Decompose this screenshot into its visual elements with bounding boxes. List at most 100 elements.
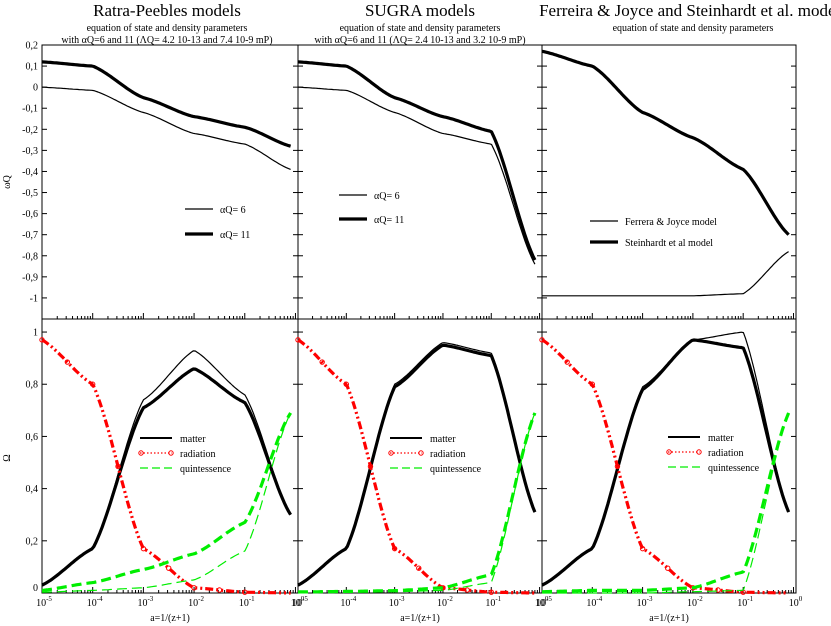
- x-tick-exponent: -4: [97, 595, 103, 603]
- matter-line-2: [297, 343, 537, 587]
- top-y-tick-label: 0: [33, 83, 38, 94]
- radiation-marker: [166, 565, 172, 571]
- eos-legend-label: Steinhardt et al model: [625, 238, 713, 249]
- radiation-marker: [64, 359, 71, 365]
- eos-line-2: [41, 60, 292, 148]
- top-y-tick-label: -0,3: [22, 146, 38, 157]
- radiation-marker: [140, 545, 147, 552]
- x-tick-base: 10: [789, 598, 799, 609]
- radiation-marker: [367, 463, 374, 470]
- x-tick-exponent: -2: [198, 595, 204, 603]
- x-tick-label: 10-3: [389, 595, 405, 609]
- top-y-tick-label: -0,5: [22, 188, 38, 199]
- x-tick-exponent: -4: [596, 595, 602, 603]
- radiation-legend-marker: [666, 449, 672, 455]
- radiation-marker: [564, 359, 570, 365]
- top-y-tick-label: -1: [30, 293, 38, 304]
- eos-legend-label: αQ= 11: [220, 230, 250, 241]
- eos-line-1: [542, 251, 789, 297]
- x-tick-base: 10: [87, 598, 97, 609]
- quintessence-line-4: [42, 412, 292, 593]
- x-tick-base: 10: [291, 598, 301, 609]
- x-tick-base: 10: [292, 598, 302, 609]
- radiation-marker: [242, 589, 248, 595]
- x-tick-label: 10-4: [340, 595, 356, 609]
- radiation-legend-marker: [168, 450, 174, 456]
- panel-subtitle-line1: equation of state and density parameters: [340, 23, 501, 34]
- x-tick-label: 10-4: [87, 595, 103, 609]
- radiation-legend-marker: [388, 450, 394, 456]
- radiation-line-3: [41, 338, 291, 595]
- x-tick-base: 10: [437, 598, 447, 609]
- quintessence-legend-label: quintessence: [708, 463, 760, 474]
- radiation-marker: [416, 565, 422, 571]
- panel-title: Ratra-Peebles models: [93, 1, 241, 20]
- radiation-line-3: [297, 338, 535, 595]
- x-axis-label: a=1/(z+1): [400, 613, 440, 624]
- x-tick-exponent: -2: [697, 595, 703, 603]
- panel-subtitle-line2: with αQ=6 and 11 (ΛQ= 2.4 10-13 and 3.2 …: [314, 35, 525, 46]
- top-y-tick-label: -0,9: [22, 272, 38, 283]
- x-tick-exponent: -5: [546, 595, 552, 603]
- panel-subtitle-line2: with αQ=6 and 11 (ΛQ= 4.2 10-13 and 7.4 …: [61, 35, 272, 46]
- radiation-marker: [343, 381, 350, 387]
- radiation-marker: [319, 359, 325, 365]
- eos-line-2: [541, 49, 790, 236]
- x-tick-label: 10-5: [536, 595, 552, 609]
- radiation-marker: [295, 337, 301, 343]
- panel-title: SUGRA models: [365, 1, 475, 20]
- x-tick-base: 10: [389, 598, 399, 609]
- x-tick-label: 10-1: [485, 595, 501, 609]
- top-y-tick-label: 0,2: [26, 41, 39, 52]
- x-tick-exponent: 0: [301, 595, 305, 603]
- x-tick-exponent: 0: [799, 595, 803, 603]
- matter-legend-label: matter: [180, 434, 206, 445]
- radiation-marker: [216, 587, 223, 593]
- x-tick-base: 10: [137, 598, 147, 609]
- radiation-legend-marker: [418, 450, 424, 456]
- radiation-marker: [391, 545, 398, 552]
- x-tick-label: 10-1: [239, 595, 255, 609]
- eos-line-1: [42, 86, 291, 170]
- radiation-line-3: [541, 338, 789, 595]
- matter-line-2: [41, 367, 292, 587]
- matter-line-2: [541, 338, 791, 587]
- x-tick-label: 10-5: [36, 595, 52, 609]
- x-tick-label: 10-4: [586, 595, 602, 609]
- radiation-legend-marker: [138, 450, 144, 456]
- x-tick-base: 10: [340, 598, 350, 609]
- bottom-y-tick-label: 0,6: [26, 432, 39, 443]
- x-tick-exponent: -1: [249, 595, 255, 603]
- radiation-marker: [39, 337, 45, 343]
- x-axis-label: a=1/(z+1): [150, 613, 190, 624]
- panel-1: [41, 44, 299, 594]
- x-tick-label: 100: [291, 595, 305, 609]
- quintessence-line-5: [297, 412, 537, 594]
- top-y-tick-label: -0,6: [22, 209, 38, 220]
- top-y-tick-label: -0,1: [22, 104, 38, 115]
- eos-legend-label: αQ= 6: [220, 205, 246, 216]
- quintessence-line-4: [542, 412, 790, 594]
- radiation-marker: [89, 381, 96, 387]
- x-tick-base: 10: [535, 598, 545, 609]
- eos-legend-label: Ferrera & Joyce model: [625, 217, 717, 228]
- x-tick-exponent: -4: [350, 595, 356, 603]
- top-y-tick-label: 0,1: [26, 62, 39, 73]
- x-tick-exponent: -5: [302, 595, 308, 603]
- matter-legend-label: matter: [708, 433, 734, 444]
- radiation-marker: [639, 545, 646, 552]
- radiation-marker: [665, 565, 671, 571]
- x-tick-label: 10-2: [188, 595, 204, 609]
- bottom-y-tick-label: 0,8: [26, 380, 39, 391]
- top-y-axis-label: ωQ: [2, 174, 13, 189]
- quintessence-line-5: [41, 412, 292, 592]
- x-tick-exponent: -2: [447, 595, 453, 603]
- radiation-marker: [464, 587, 470, 593]
- quintessence-line-5: [542, 412, 791, 594]
- radiation-marker: [539, 337, 545, 343]
- x-tick-base: 10: [36, 598, 46, 609]
- x-axis-label: a=1/(z+1): [649, 613, 689, 624]
- x-tick-exponent: -1: [495, 595, 501, 603]
- x-tick-base: 10: [687, 598, 697, 609]
- radiation-legend-marker: [696, 449, 702, 455]
